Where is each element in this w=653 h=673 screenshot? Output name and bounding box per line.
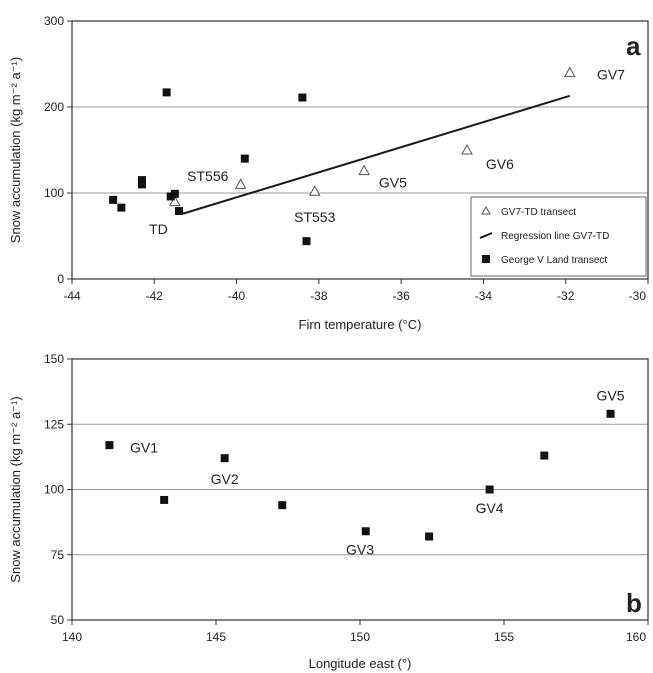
panel-a-x-tick-label: -30 [629,289,647,303]
legend-entry-label: George V Land transect [501,255,607,266]
panel-a-y-tick-label: 0 [57,272,64,286]
legend-entry-label: Regression line GV7-TD [501,231,609,242]
triangle-point [563,66,576,78]
panel-b-x-tick-label: 155 [494,630,514,644]
point-annotation: GV5 [597,388,625,404]
panel-b-label: b [626,588,642,618]
panel-b-y-tick-label: 125 [44,417,64,431]
triangle-point [461,143,473,155]
point-annotation: GV4 [476,500,504,516]
triangle-point [234,178,247,189]
panel-a-marks [109,66,576,246]
panel-b-x-tick-label: 150 [350,630,370,644]
panel-a-y-axis-label: Snow accumulation (kg m⁻² a⁻¹) [8,57,23,243]
point-annotation: ST556 [187,168,228,184]
square-point [166,192,175,201]
panel-a-x-tick-label: -34 [475,289,493,303]
triangle-point [169,195,181,207]
point-annotation: TD [149,221,168,237]
panel-a-x-tick-label: -42 [146,289,164,303]
panel-a-x-tick-label: -44 [63,289,81,303]
panel-b-y-tick-label: 75 [51,548,65,562]
triangle-point [358,164,370,176]
panel-b-gridlines [72,423,648,556]
square-point [137,180,146,189]
square-point [220,454,229,463]
panel-b-y-tick-label: 150 [44,352,64,366]
square-point [302,237,311,246]
panel-a-x-axis-label: Firn temperature (°C) [299,317,422,332]
panel-a-gridlines [72,106,648,194]
legend-entry-label: GV7-TD transect [501,207,576,218]
point-annotation: GV5 [379,175,407,191]
point-annotation: GV6 [486,156,514,172]
panel-a-label: a [626,31,641,61]
point-annotation: GV7 [597,66,625,82]
square-point [160,495,169,504]
square-point [298,93,307,102]
panel-a-legend: GV7-TD transect Regression line GV7-TD Geo… [470,196,647,277]
panel-b-y-tick-label: 100 [44,483,64,497]
square-point [425,532,434,541]
panel-b-ticks: 50 75 100 125 150 140 145 150 155 160 [44,352,649,644]
panel-a-plot-border [71,20,649,280]
panel-b-x-tick-label: 160 [626,630,646,644]
panel-a-x-tick-label: -38 [310,289,328,303]
panel-a-ticks: 0 100 200 300 -44 -42 -40 -38 -36 -34 -32 -30 [44,14,649,303]
point-annotation: GV2 [211,471,239,487]
panel-b-x-tick-label: 145 [206,630,226,644]
panel-a-x-tick-label: -32 [557,289,575,303]
square-point [162,88,171,97]
point-annotation: GV1 [130,440,158,456]
legend-line-marker [479,232,493,239]
panel-b-annotations: GV1 GV2 GV3 GV4 GV5 [130,388,625,558]
panel-a-x-tick-label: -36 [392,289,410,303]
point-annotation: ST553 [294,209,335,225]
square-point [606,409,615,418]
legend-square-marker [482,255,490,263]
square-point [540,451,549,460]
square-point [170,189,179,198]
square-point [105,441,114,450]
square-point [361,527,370,536]
panel-a-y-tick-label: 300 [44,14,64,28]
square-point [278,501,287,510]
square-point [109,195,118,204]
panel-b-y-axis-label: Snow accumulation (kg m⁻² a⁻¹) [8,396,23,582]
legend-box [470,196,647,277]
panel-a-frame [71,20,649,280]
panel-a-y-tick-label: 100 [44,186,64,200]
panel-b-x-axis-label: Longitude east (°) [309,656,412,671]
panel-a-annotations: TD ST556 ST553 GV5 GV6 GV7 [149,66,625,237]
square-point [117,203,126,212]
square-point [485,485,494,494]
square-point [174,207,183,216]
point-annotation: GV3 [346,542,374,558]
panel-a-y-tick-label: 200 [44,100,64,114]
triangle-point [308,185,321,196]
panel-b-y-tick-label: 50 [51,613,65,627]
panel-a-chart: 0 100 200 300 -44 -42 -40 -38 -36 -34 -32 -30 TD ST5… [8,14,649,332]
panel-a-x-tick-label: -40 [228,289,246,303]
legend-triangle-marker [481,205,491,215]
square-point [240,154,249,163]
regression-line [182,94,571,215]
square-point [137,176,146,185]
panel-b-marks [105,409,615,541]
panel-b-x-tick-label: 140 [62,630,82,644]
